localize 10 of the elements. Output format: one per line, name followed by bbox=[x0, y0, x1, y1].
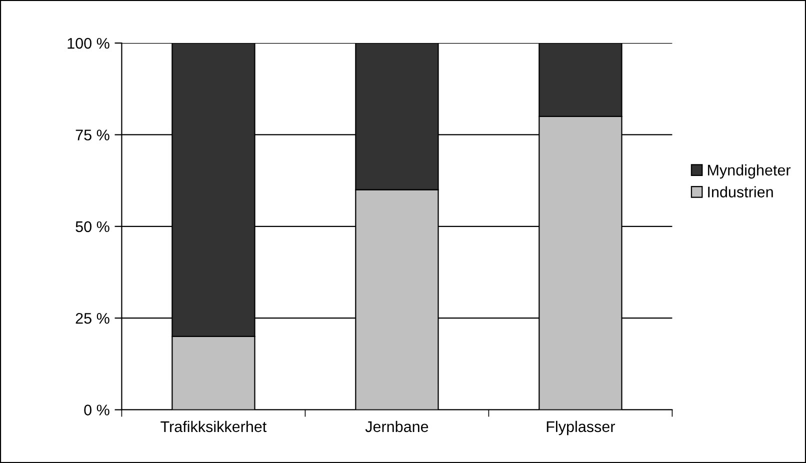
legend-label: Industrien bbox=[708, 186, 773, 198]
y-tick-label: 100 % bbox=[68, 38, 110, 49]
y-tick-label: 50 % bbox=[76, 221, 110, 232]
y-tick-label: 75 % bbox=[76, 130, 110, 140]
x-tick-label: Trafikksikkerhet bbox=[160, 420, 267, 432]
x-tick-label: Jernbane bbox=[365, 420, 428, 432]
y-tick-label: 25 % bbox=[76, 312, 110, 324]
legend-label: Myndigheter bbox=[708, 164, 791, 179]
y-tick-label: 0 % bbox=[84, 404, 110, 416]
x-tick-label: Flyplasser bbox=[546, 420, 616, 436]
